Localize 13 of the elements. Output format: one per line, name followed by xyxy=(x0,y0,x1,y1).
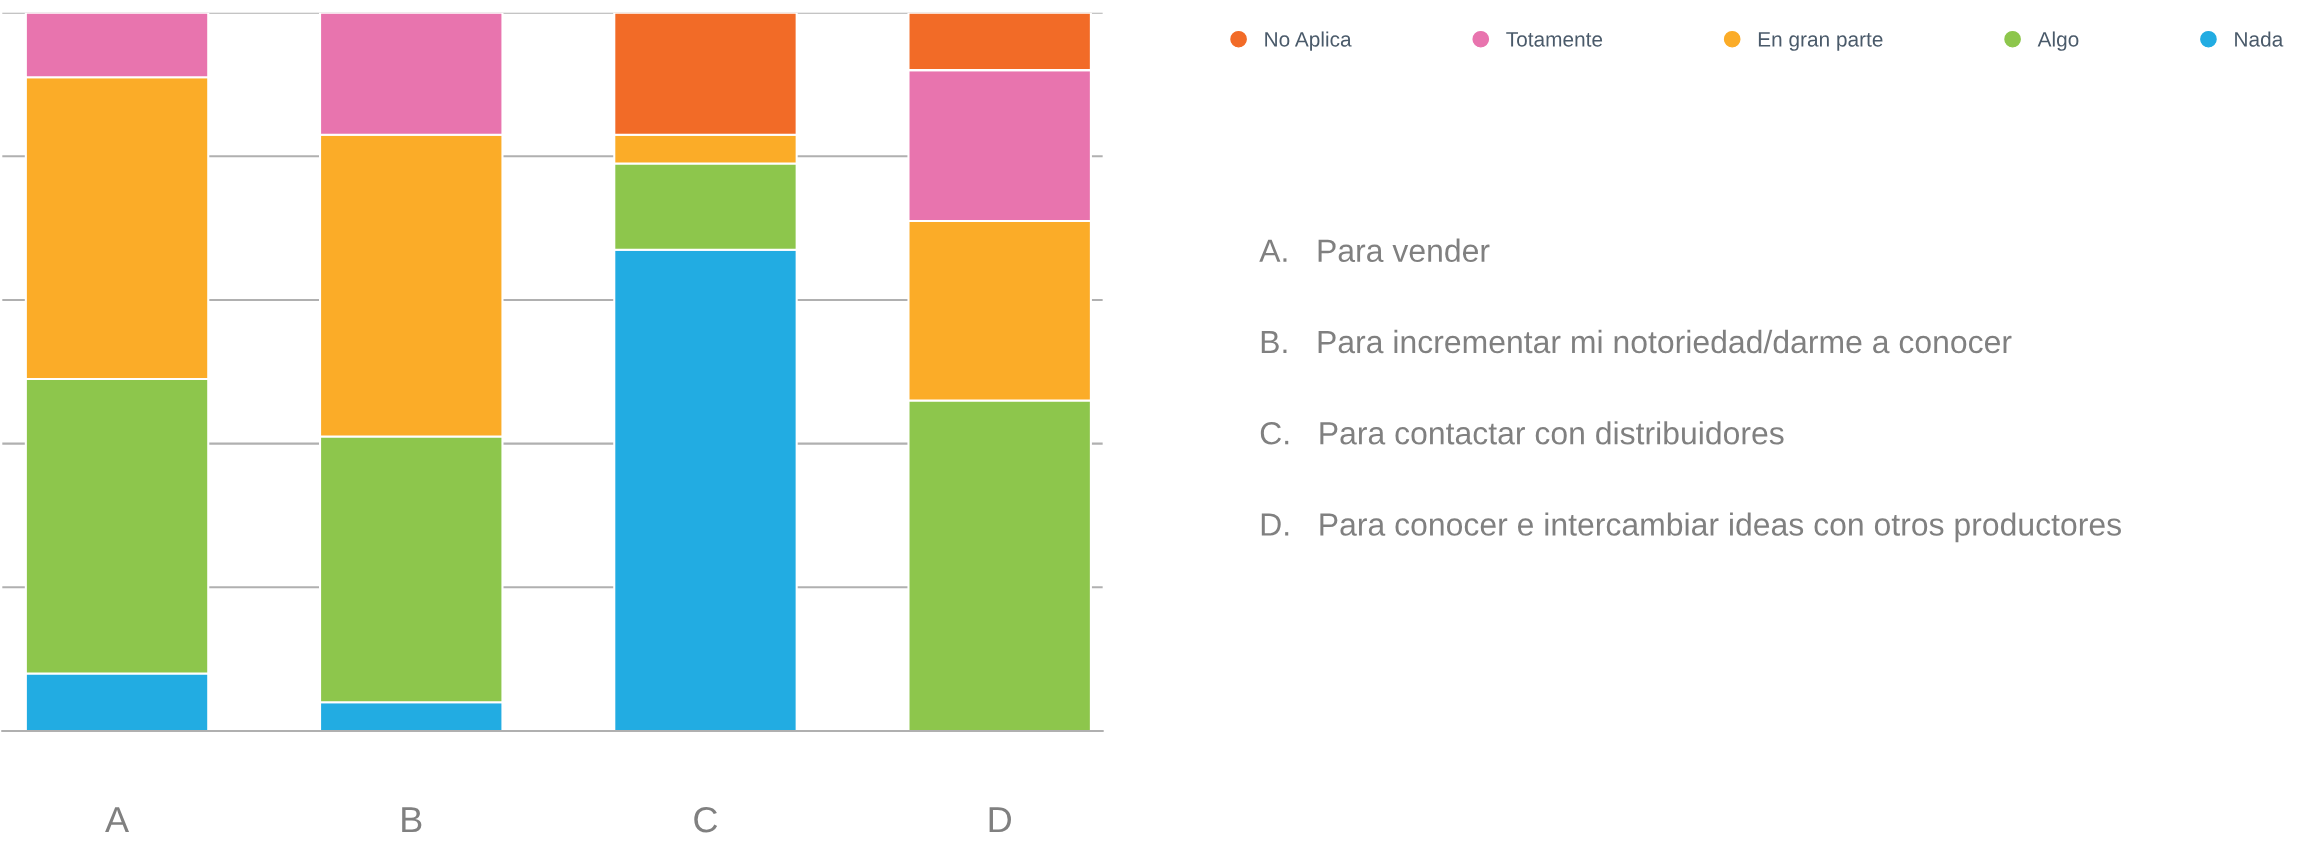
text: A. Para vender xyxy=(1259,238,1490,263)
x-tick-label: A xyxy=(105,807,130,833)
legend-label: En gran parte xyxy=(1758,32,1883,51)
legend-label: Nada xyxy=(2235,31,2284,47)
x-tick-label: B xyxy=(402,807,422,833)
legend-label: Totamente xyxy=(1506,32,1603,47)
text: D. Para conocer e intercambiar ideas con otros productores xyxy=(1261,512,2121,543)
x-tick-label: D xyxy=(989,807,1011,833)
text: B. Para incrementar mi notoriedad/darme a conocer xyxy=(1261,329,2012,354)
text: C. Para contactar con distribuidores xyxy=(1260,421,1784,445)
legend-label: Algo xyxy=(2037,31,2079,51)
x-tick-label: C xyxy=(694,806,718,833)
legend-label: No Aplica xyxy=(1265,31,1352,51)
